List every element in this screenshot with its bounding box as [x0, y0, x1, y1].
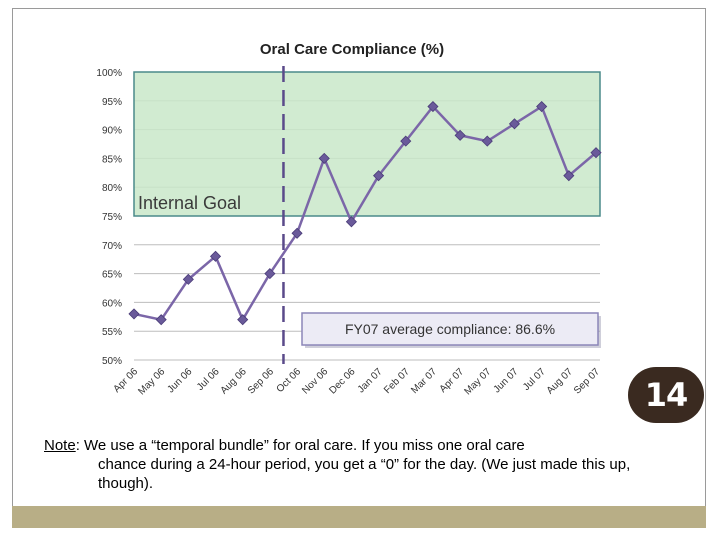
y-tick-label: 55% — [102, 327, 122, 338]
x-tick-label: Jun 06 — [165, 366, 194, 395]
data-point — [427, 100, 439, 113]
data-point — [400, 135, 412, 147]
x-tick-label: Feb 07 — [382, 366, 412, 396]
note-text-line2: chance during a 24-hour period, you get … — [98, 456, 631, 492]
note-text-line1: : We use a “temporal bundle” for oral ca… — [75, 437, 525, 454]
annotation-box — [301, 312, 599, 346]
data-point — [481, 135, 493, 147]
annotation-text: FY07 average compliance: 86.6% — [345, 321, 555, 337]
x-tick-label: Sep 07 — [572, 366, 602, 396]
data-point — [345, 216, 357, 228]
data-point — [508, 118, 521, 130]
x-tick-label: Mar 07 — [409, 366, 439, 396]
y-tick-label: 65% — [102, 270, 122, 281]
data-point — [318, 152, 330, 164]
x-tick-label: May 07 — [462, 366, 493, 397]
x-tick-label: Nov 06 — [300, 366, 330, 396]
data-point — [454, 129, 466, 141]
data-point — [590, 147, 602, 159]
y-tick-label: 95% — [102, 97, 122, 108]
y-tick-label: 60% — [102, 298, 122, 309]
x-tick-label: Aug 07 — [545, 366, 575, 396]
series-line — [133, 104, 597, 323]
slide-number-badge: 14 — [628, 367, 704, 423]
note-text: Note: We use a “temporal bundle” for ora… — [44, 436, 684, 493]
y-tick-label: 70% — [102, 241, 122, 252]
y-tick-label: 85% — [102, 154, 122, 165]
note-lead: Note — [44, 437, 76, 454]
data-point — [209, 250, 222, 262]
data-point — [291, 227, 303, 239]
x-tick-label: Dec 06 — [327, 366, 357, 396]
data-point — [128, 308, 140, 320]
data-point — [155, 314, 167, 326]
y-tick-label: 75% — [102, 212, 122, 223]
x-tick-label: Jun 07 — [492, 366, 521, 395]
x-tick-label: Aug 06 — [219, 366, 249, 396]
data-point — [373, 170, 385, 182]
y-tick-label: 90% — [102, 126, 122, 137]
data-point — [536, 100, 548, 113]
x-tick-label: Jan 07 — [356, 366, 385, 395]
x-tick-label: Oct 06 — [275, 366, 304, 395]
goal-band — [133, 71, 601, 217]
data-point — [264, 268, 276, 280]
chart-title: Oral Care Compliance (%) — [260, 41, 444, 58]
y-tick-label: 80% — [102, 183, 122, 194]
data-point — [237, 314, 249, 326]
goal-band-label: Internal Goal — [138, 193, 241, 213]
data-point — [563, 170, 575, 182]
y-tick-label: 50% — [102, 356, 122, 367]
footer-bar — [12, 506, 706, 528]
y-tick-label: 100% — [96, 68, 122, 79]
x-tick-label: Sep 06 — [246, 366, 276, 396]
oral-care-compliance-chart: Oral Care Compliance (%) Internal Goal 1… — [96, 41, 602, 397]
data-point — [182, 273, 194, 285]
chart-panel: Oral Care Compliance (%) Internal Goal 1… — [84, 30, 620, 414]
x-tick-label: May 06 — [136, 366, 167, 397]
